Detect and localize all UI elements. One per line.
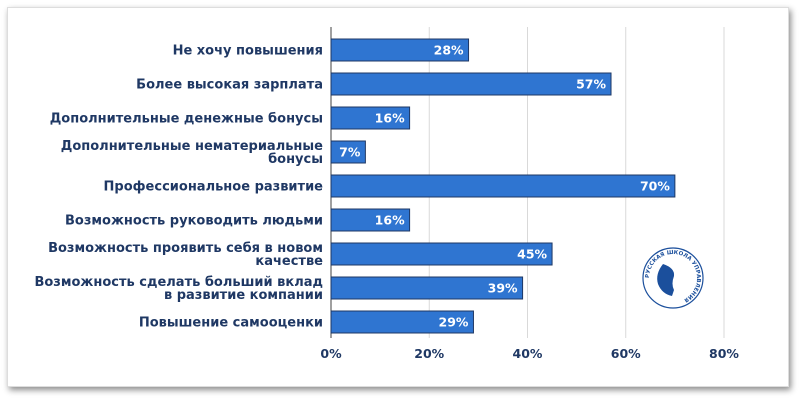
data-label: 57%: [576, 77, 606, 92]
data-label: 29%: [439, 315, 469, 330]
data-label: 70%: [640, 179, 670, 194]
data-label: 16%: [375, 213, 405, 228]
category-label: Дополнительные денежные бонусы: [50, 112, 323, 127]
bar: [330, 174, 676, 198]
category-label: Повышение самооценки: [139, 316, 323, 331]
category-label: Возможность проявить себя в новом: [48, 241, 323, 256]
category-label: Не хочу повышения: [173, 44, 323, 59]
category-label: Возможность руководить людьми: [65, 214, 323, 229]
bar: [330, 38, 470, 62]
category-label: Возможность сделать больший вклад: [34, 275, 323, 290]
bar: [330, 242, 553, 266]
category-label: бонусы: [268, 152, 323, 167]
lion-head-icon: [657, 264, 675, 296]
x-tick-label: 80%: [709, 346, 739, 361]
bar: [330, 72, 612, 96]
logo: РУССКАЯ ШКОЛА УПРАВЛЕНИЯ: [642, 247, 704, 309]
x-tick-label: 0%: [320, 346, 342, 361]
data-label: 45%: [517, 247, 547, 262]
bar: [330, 276, 524, 300]
logo-ring: [642, 247, 704, 309]
data-label: 39%: [488, 281, 518, 296]
category-label: качестве: [255, 254, 323, 269]
data-label: 28%: [434, 43, 464, 58]
category-label: в развитие компании: [164, 288, 323, 303]
category-label: Дополнительные нематериальные: [61, 139, 323, 154]
bar: [330, 106, 411, 130]
category-label: Более высокая зарплата: [136, 78, 323, 93]
data-label: 16%: [375, 111, 405, 126]
x-tick-label: 60%: [611, 346, 641, 361]
data-label: 7%: [339, 145, 361, 160]
x-tick-label: 20%: [414, 346, 444, 361]
bar: [330, 140, 366, 164]
bar: [330, 208, 411, 232]
category-label: Профессиональное развитие: [104, 180, 324, 195]
bar: [330, 310, 474, 334]
x-tick-label: 40%: [513, 346, 543, 361]
